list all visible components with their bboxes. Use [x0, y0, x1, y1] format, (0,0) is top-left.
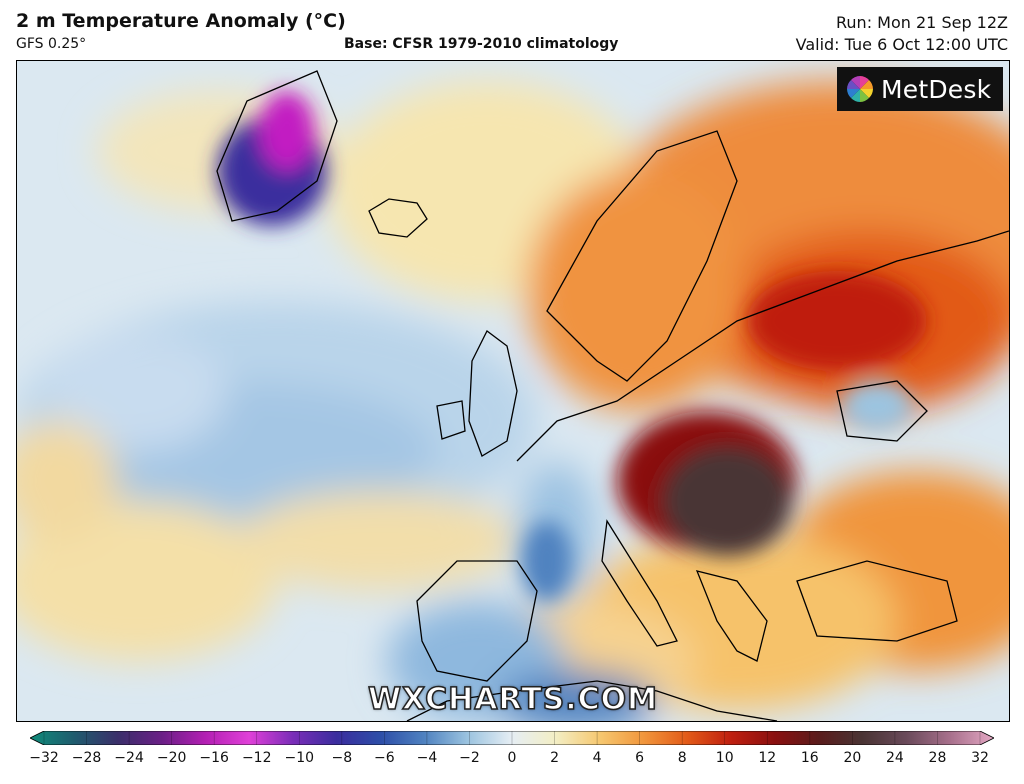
run-time-label: Run: Mon 21 Sep 12Z [836, 13, 1008, 32]
colorbar-tick-label: −4 [416, 750, 438, 766]
colorbar-tick-label: 6 [635, 750, 645, 766]
base-climatology-label: Base: CFSR 1979-2010 climatology [344, 36, 619, 52]
coastlines [216, 70, 1009, 721]
colorbar-tick-label: 0 [507, 750, 517, 766]
colorbar-tick-label: 24 [885, 750, 904, 766]
colorbar [30, 731, 994, 745]
colorbar-tick-label: −20 [156, 750, 187, 766]
colorbar-tick-label: 4 [592, 750, 602, 766]
colorbar-labels: −32 −28 −24 −20 −16 −12 −10 −8 −6 −4 −2 0 2 4 6 8 10 12 16… [0, 750, 1024, 770]
colorbar-tick-label: −12 [241, 750, 272, 766]
colorbar-tick-label: 8 [677, 750, 687, 766]
colorbar-tick-label: −28 [71, 750, 102, 766]
colorbar-tick-label: −6 [374, 750, 395, 766]
colorbar-tick-label: −32 [29, 750, 59, 766]
colorbar-tick-label: 12 [758, 750, 777, 766]
chart-title: 2 m Temperature Anomaly (°C) [16, 10, 346, 32]
colorbar-tick-label: 20 [843, 750, 862, 766]
colorbar-tick-label: −2 [459, 750, 480, 766]
colorbar-tick-label: −16 [199, 750, 229, 766]
wxcharts-watermark: WXCHARTS.COM [367, 681, 659, 718]
colorbar-tick-label: 16 [800, 750, 819, 766]
anomaly-map[interactable]: MetDesk WXCHARTS.COM [16, 60, 1010, 722]
colorbar-tick-label: −10 [284, 750, 315, 766]
valid-time-label: Valid: Tue 6 Oct 12:00 UTC [795, 35, 1008, 54]
map-canvas [17, 61, 1009, 721]
metdesk-pinwheel-icon [847, 76, 873, 102]
colorbar-tick-label: 2 [550, 750, 559, 766]
anomaly-core [217, 91, 927, 601]
colorbar-gradient [30, 731, 994, 745]
model-label: GFS 0.25° [16, 36, 87, 52]
colorbar-tick-label: −24 [114, 750, 144, 766]
metdesk-logo[interactable]: MetDesk [837, 67, 1003, 111]
colorbar-tick-label: 28 [928, 750, 947, 766]
colorbar-tick-label: 10 [715, 750, 734, 766]
metdesk-logo-text: MetDesk [881, 74, 992, 104]
colorbar-tick-label: 32 [971, 750, 989, 766]
colorbar-tick-label: −8 [331, 750, 353, 766]
